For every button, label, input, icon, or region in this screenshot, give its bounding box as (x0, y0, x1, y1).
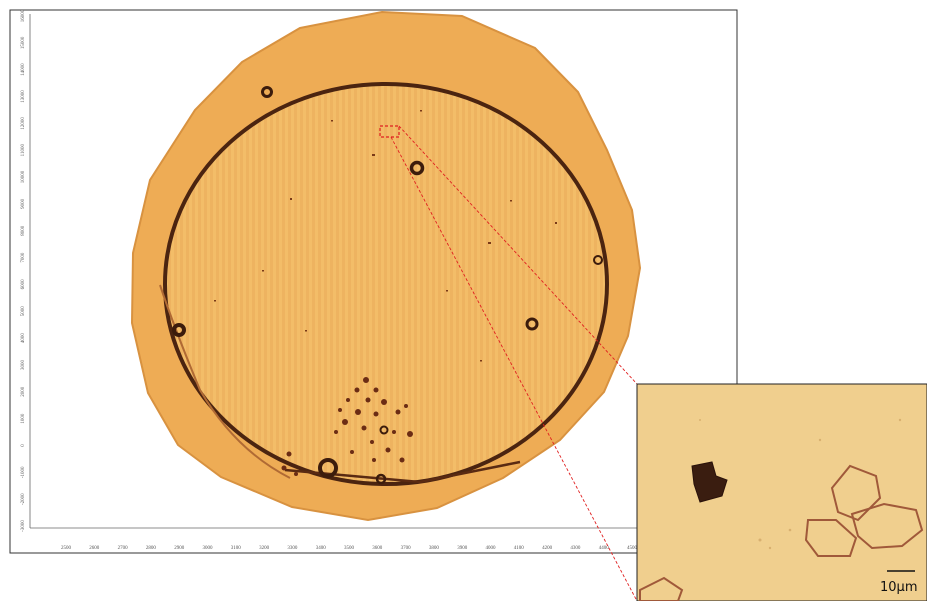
x-tick-label: 4200 (542, 546, 553, 551)
inset-frame (636, 383, 927, 601)
x-tick-label: 3600 (372, 546, 383, 551)
transparent-crystals (639, 464, 924, 601)
x-tick-label: 3500 (344, 546, 355, 551)
y-tick-label: 6000 (21, 279, 26, 290)
x-tick-label: 4000 (486, 546, 497, 551)
y-tick-label: 4000 (21, 333, 26, 344)
wafer-inner-disk (165, 84, 607, 484)
scale-bar-label: 10μm (880, 580, 917, 595)
x-tick-label: 4500 (627, 546, 638, 551)
y-tick-label: 2000 (21, 386, 26, 397)
y-tick-label: 0 (21, 444, 26, 447)
inset-specks (699, 418, 902, 550)
surface-specks (214, 110, 557, 362)
x-tick-label: 3300 (287, 546, 298, 551)
x-tick-label: 2700 (118, 546, 129, 551)
x-tick-label: 4400 (599, 546, 610, 551)
y-tick-label: 16000 (21, 9, 26, 22)
y-tick-label: -2000 (21, 493, 26, 505)
y-tick-label: 8000 (21, 225, 26, 236)
x-tick-label: 3100 (231, 546, 242, 551)
droplet-cluster (281, 377, 413, 476)
x-tick-label: 4300 (570, 546, 581, 551)
x-tick-label: 2800 (146, 546, 157, 551)
x-tick-label: 3700 (401, 546, 412, 551)
x-tick-label: 3900 (457, 546, 468, 551)
zoom-projection-line-left (390, 136, 638, 601)
x-tick-label: 3000 (203, 546, 214, 551)
y-tick-label: 10000 (21, 170, 26, 183)
y-axis-ticks: 1600015000140001300012000110001000090008… (21, 9, 26, 532)
y-tick-label: 11000 (21, 144, 26, 157)
y-tick-label: -1000 (21, 466, 26, 478)
x-tick-label: 2500 (61, 546, 72, 551)
y-tick-label: 7000 (21, 252, 26, 263)
ring-defects (172, 86, 603, 485)
y-tick-label: 1000 (21, 413, 26, 424)
x-tick-label: 3800 (429, 546, 440, 551)
y-tick-label: 15000 (21, 36, 26, 49)
x-tick-label: 2900 (174, 546, 185, 551)
magnified-inset: 10μm (636, 383, 927, 601)
zoom-projection-line-right (398, 125, 638, 385)
y-tick-label: 5000 (21, 306, 26, 317)
x-tick-label: 3200 (259, 546, 270, 551)
x-tick-label: 3400 (316, 546, 327, 551)
x-tick-label: 4100 (514, 546, 525, 551)
wafer-inner-ring (163, 82, 609, 486)
y-tick-label: 9000 (21, 198, 26, 209)
y-tick-label: 12000 (21, 117, 26, 130)
y-tick-label: 13000 (21, 90, 26, 103)
wafer-crack (159, 284, 291, 479)
y-tick-label: -3000 (21, 520, 26, 532)
y-tick-label: 3000 (21, 359, 26, 370)
x-tick-label: 2600 (89, 546, 100, 551)
y-tick-label: 14000 (21, 63, 26, 76)
dark-crystal (691, 461, 728, 503)
x-axis-ticks: 2500 2600 2700 2800 2900 3000 3100 3200 3300 3400… (61, 546, 638, 551)
